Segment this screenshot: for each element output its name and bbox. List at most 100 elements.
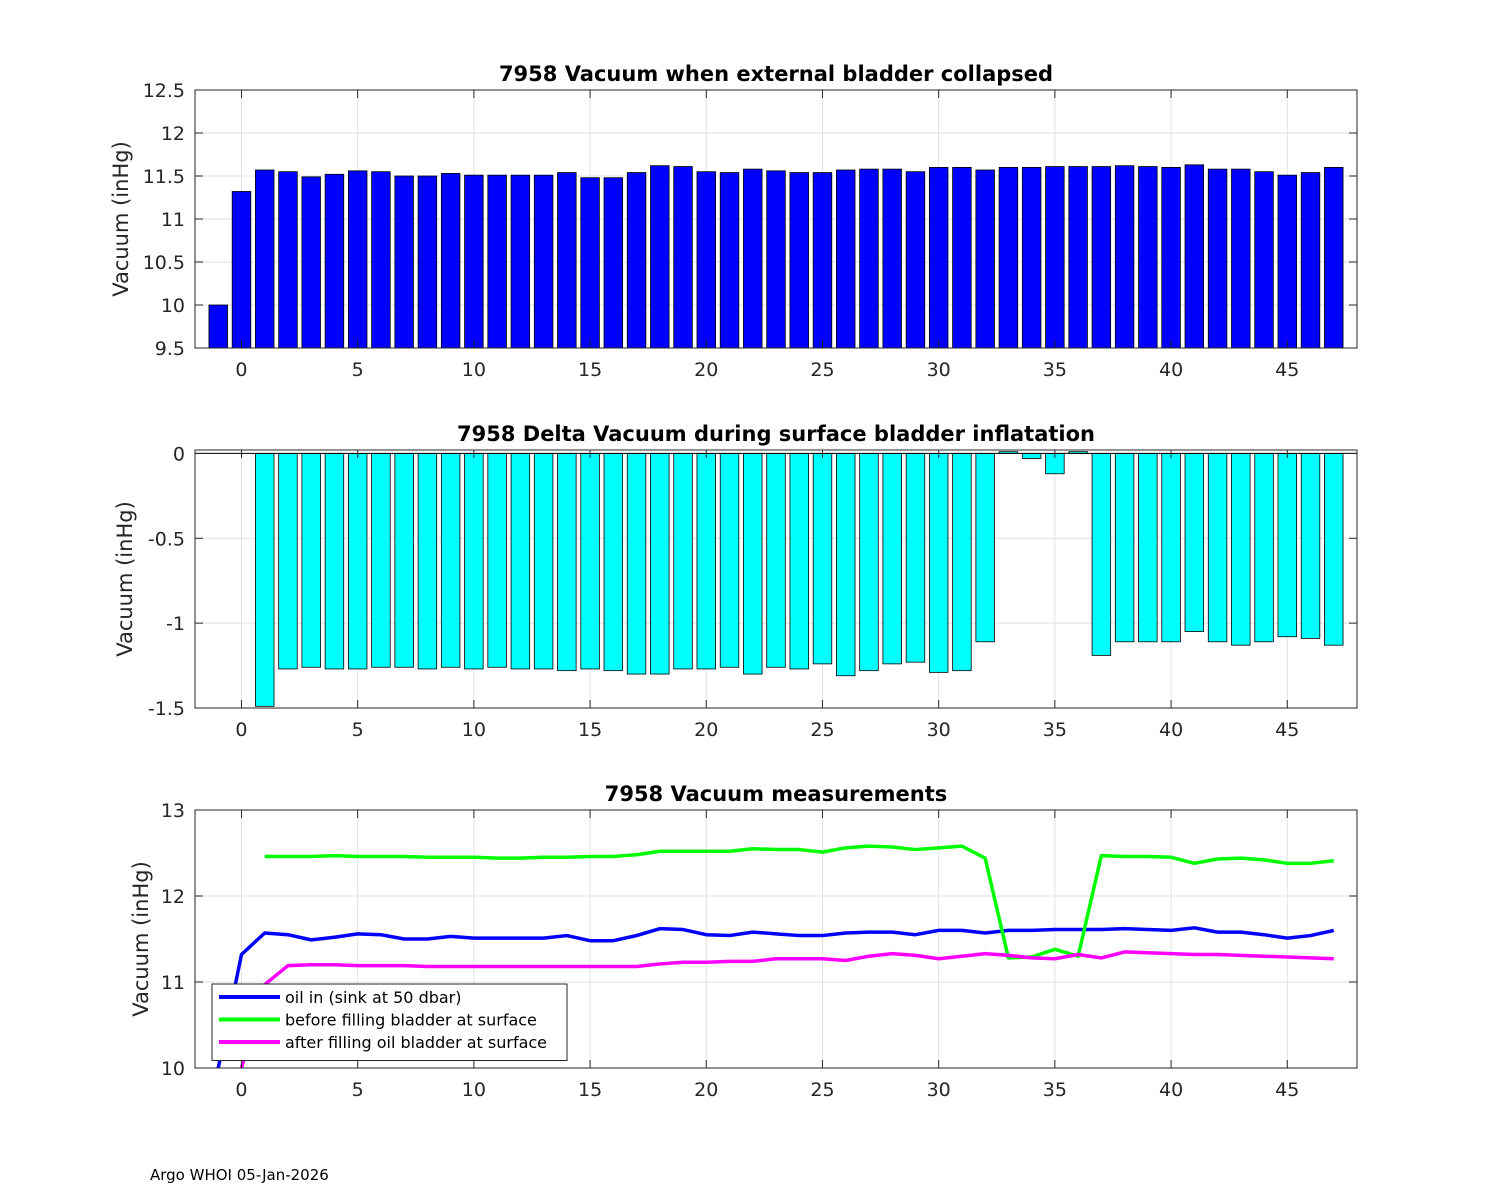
x-tick-label: 5 [352, 719, 364, 741]
axes-frame [194, 449, 1358, 709]
bar [417, 452, 438, 670]
legend-label: oil in (sink at 50 dbar) [285, 988, 462, 1007]
bar [789, 172, 809, 348]
x-tick-label: 30 [927, 1079, 951, 1101]
bar [859, 168, 879, 348]
bar [673, 166, 693, 348]
chart-title: 7958 Vacuum measurements [605, 782, 948, 806]
chart-title: 7958 Delta Vacuum during surface bladder… [457, 422, 1095, 446]
x-tick-label: 5 [352, 359, 364, 381]
bar [278, 171, 298, 348]
bar [836, 169, 856, 348]
y-tick-label: 12 [161, 886, 185, 908]
bar [882, 168, 902, 348]
bar [1091, 452, 1112, 656]
x-tick-label: 35 [1043, 719, 1067, 741]
bar [998, 166, 1019, 348]
bar [1324, 166, 1344, 348]
x-tick-label: 20 [694, 719, 718, 741]
y-tick-label: 10 [161, 295, 185, 317]
y-tick-label: 11.5 [143, 166, 185, 188]
footer-text: Argo WHOI 05-Jan-2026 [150, 1166, 329, 1184]
bar [743, 452, 763, 675]
bar [626, 172, 647, 348]
bar [1021, 166, 1042, 348]
bar [1254, 171, 1274, 348]
legend-label: before filling bladder at surface [285, 1011, 537, 1030]
bar [975, 452, 995, 643]
y-tick-label: 0 [173, 443, 185, 465]
bar [208, 304, 228, 348]
bar [580, 177, 600, 348]
bar [696, 452, 716, 670]
bar [255, 452, 275, 707]
legend: oil in (sink at 50 dbar) before filling b… [211, 983, 568, 1061]
bar [231, 191, 252, 348]
bar [394, 452, 414, 668]
bar [1114, 165, 1135, 348]
bar [1207, 452, 1228, 643]
bar [510, 452, 531, 670]
x-tick-label: 25 [810, 1079, 834, 1101]
bar [301, 452, 321, 668]
chart-2: 0 5 10 15 20 25 30 35 40 45 -1.5 -1 -0.5 0 7958 Delta … [113, 422, 1358, 741]
y-tick-label: 12 [161, 123, 185, 145]
bar [1138, 166, 1158, 348]
y-tick-label: 9.5 [155, 338, 185, 360]
legend-label: after filling oil bladder at surface [285, 1033, 547, 1052]
x-tick-label: 45 [1275, 719, 1299, 741]
bar [1277, 452, 1297, 638]
bar [928, 452, 949, 673]
bar [766, 452, 786, 668]
bar [464, 452, 484, 670]
y-tick-label: -1.5 [148, 698, 185, 720]
x-tick-label: 25 [810, 719, 834, 741]
x-tick-label: 45 [1275, 359, 1299, 381]
y-tick-label: 10 [161, 1058, 185, 1080]
bar [952, 166, 972, 348]
bar [347, 170, 368, 348]
series-line [264, 844, 1334, 960]
bar [440, 173, 461, 348]
bar [417, 175, 438, 348]
chart-title: 7958 Vacuum when external bladder collap… [499, 62, 1053, 86]
bar [812, 452, 833, 665]
bar [510, 174, 531, 348]
x-tick-label: 0 [235, 1079, 247, 1101]
bar [650, 452, 670, 675]
x-tick-label: 15 [578, 719, 602, 741]
x-tick-label: 40 [1159, 1079, 1183, 1101]
bar [1184, 452, 1205, 633]
bar [255, 169, 275, 348]
bar [533, 452, 554, 670]
x-tick-label: 45 [1275, 1079, 1299, 1101]
bar [1161, 452, 1181, 643]
bar [1324, 452, 1344, 646]
series-line [216, 926, 1335, 1068]
bar [928, 166, 949, 348]
x-tick-label: 0 [235, 359, 247, 381]
x-tick-label: 15 [578, 1079, 602, 1101]
y-tick-label: 11 [161, 209, 185, 231]
bar [1231, 168, 1251, 348]
data-layer [208, 164, 1344, 348]
bar [952, 452, 972, 672]
bar [1300, 452, 1321, 639]
bar [324, 452, 345, 670]
bar [1068, 166, 1088, 348]
y-tick-label: -0.5 [148, 528, 185, 550]
bar [603, 452, 624, 672]
x-tick-label: 35 [1043, 1079, 1067, 1101]
bar [603, 177, 624, 348]
bar [1277, 174, 1297, 348]
bar [719, 452, 740, 668]
bar [975, 169, 995, 348]
bar [1021, 452, 1042, 459]
bar [1138, 452, 1158, 643]
bar [557, 172, 577, 348]
bar [278, 452, 298, 670]
x-tick-label: 15 [578, 359, 602, 381]
bar [487, 452, 507, 668]
y-tick-label: -1 [166, 613, 185, 635]
bar [487, 174, 507, 348]
